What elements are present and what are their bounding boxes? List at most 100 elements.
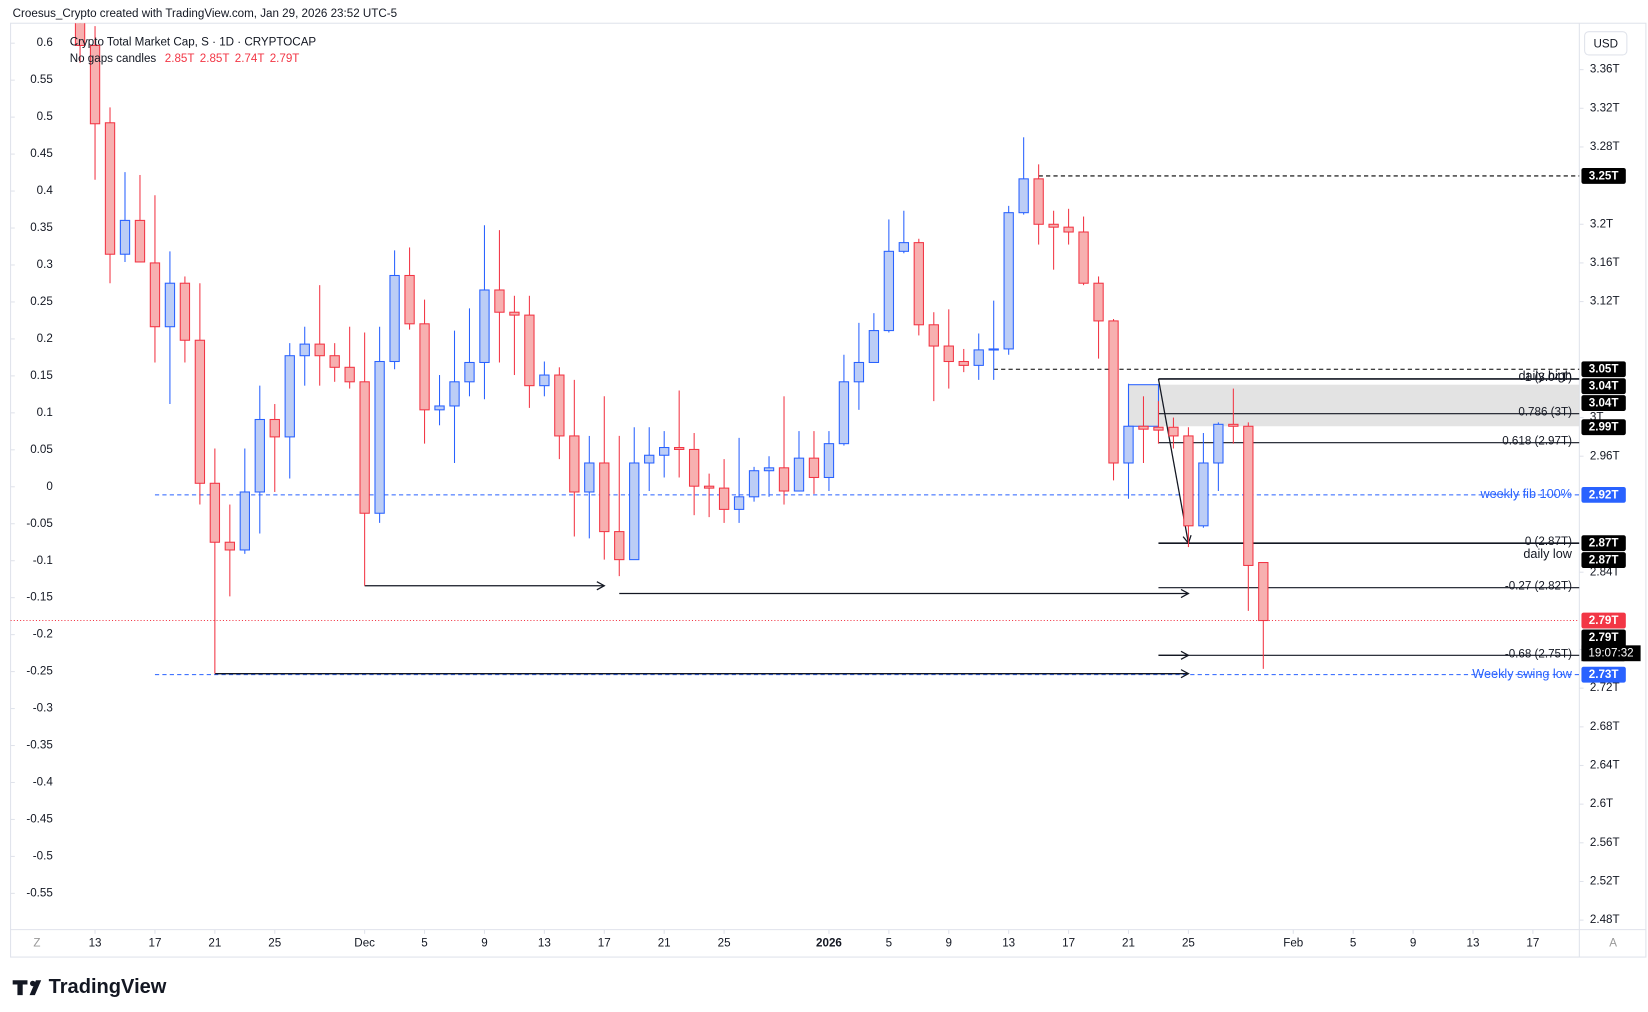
y2-tick-label: 0.6 [37,36,53,49]
y2-tick-label: 0 [46,480,52,493]
price-badge [1581,612,1626,629]
candle-body [449,381,460,407]
candle-body [524,314,535,387]
y2-tick-label: 0.4 [37,184,54,197]
arrow-head [1180,588,1190,599]
brand-logo [12,980,42,996]
x-tick-label: 25 [718,936,731,949]
candle-body [1183,435,1194,527]
y-tick-label: 2.6T [1590,797,1613,810]
y2-tick-label: 0.05 [30,443,53,456]
price-badge [1581,395,1626,411]
y2-tick-label: 0.2 [37,332,53,345]
candle-body [404,274,415,325]
candle-body [419,323,430,411]
y-tick-label: 3.2T [1590,217,1613,230]
candle-body [359,381,370,514]
candle-body [1018,178,1029,214]
arrow-head [596,581,606,591]
candle-body [1153,426,1164,431]
candle-body [569,435,580,493]
candle-body [269,418,280,438]
y-tick-label: 2.72T [1590,681,1620,694]
y2-tick-label: -0.25 [26,665,52,678]
price-badge-label: 2.92T [1589,488,1619,501]
zone [1128,384,1580,427]
candle-body [1243,425,1254,566]
candle-body [329,355,340,368]
candle-body [733,496,745,510]
candle-body [299,343,310,357]
candle-body [644,454,655,464]
y-tick-label: 3.28T [1590,140,1620,153]
candle-body [164,282,176,328]
price-badge [1581,419,1626,436]
y-tick-label: 2.96T [1590,449,1620,462]
y-tick-label: 2.56T [1590,836,1620,849]
candle-body [149,262,161,328]
y2-tick-label: -0.05 [26,517,52,530]
candle-body [763,467,775,472]
candle-body [883,250,895,332]
x-tick-label: 17 [1526,936,1539,949]
x-tick-label: 5 [1350,936,1356,949]
x-tick-label: 13 [89,936,102,949]
fib-label: -0.68 (2.75T) [1505,647,1572,660]
x-tick-label: 17 [1062,936,1075,949]
y2-tick-label: -0.5 [33,849,53,862]
candle-body [943,345,954,363]
candle-body [688,448,700,487]
x-tick-label: 13 [538,936,551,949]
scale-button[interactable]: Z [33,936,40,949]
x-tick-label: 5 [886,936,892,949]
level-label: weekly fib 100% [1479,487,1571,501]
x-tick-label: 21 [1122,936,1135,949]
candle-body [1213,423,1224,464]
currency-button[interactable] [1584,31,1628,56]
x-tick-label: 21 [658,936,671,949]
candle-body [254,418,265,493]
candle-body [614,531,625,561]
candle-body [673,446,685,450]
candle-body [74,23,86,46]
candle-body [554,374,565,437]
candle-body [104,122,116,255]
y-tick-label: 3.32T [1590,101,1620,114]
countdown-bg [1581,645,1641,662]
y2-tick-label: -0.45 [26,813,52,826]
fib-label: 0.786 (3T) [1518,406,1572,419]
currency[interactable]: USD [1593,37,1618,50]
candle-body [928,324,939,347]
credit: Croesus_Crypto created with TradingView.… [13,7,397,20]
x-tick-label: 21 [208,936,221,949]
y2-tick-label: -0.3 [33,702,53,715]
fib-label: 0 (2.87T) [1525,535,1572,548]
y2-tick-label: 0.15 [30,369,53,382]
price-badge [1581,666,1626,683]
y2-tick-label: 0.1 [37,406,53,419]
brand: TradingView [49,976,167,998]
price-badge-label: 3.04T [1589,396,1619,409]
candle-body [1108,320,1119,464]
candle-body [509,311,520,316]
price-badge [1581,378,1626,395]
x-tick-label: 25 [1182,936,1195,949]
y2-tick-label: 0.5 [37,110,53,123]
y2-tick-label: -0.55 [26,886,52,899]
candle-body [718,487,730,510]
x-tick-label: 2026 [816,936,842,949]
y2-tick-label: -0.2 [33,628,53,641]
candle-body [584,462,595,493]
y2-tick-label: 0.45 [30,147,53,160]
candle-body [434,405,445,411]
candle-body [224,541,236,551]
legend-ohlc-value: 2.85T [200,52,230,65]
candle-body [1123,425,1134,464]
x-tick-label: 25 [268,936,281,949]
candle-body [778,467,790,492]
auto-button[interactable]: A [1609,936,1617,949]
candle-body [599,462,610,533]
arrow-head [1180,669,1190,679]
y-tick-label: 3.36T [1590,63,1620,76]
chart-style: No gaps candles [70,52,157,65]
